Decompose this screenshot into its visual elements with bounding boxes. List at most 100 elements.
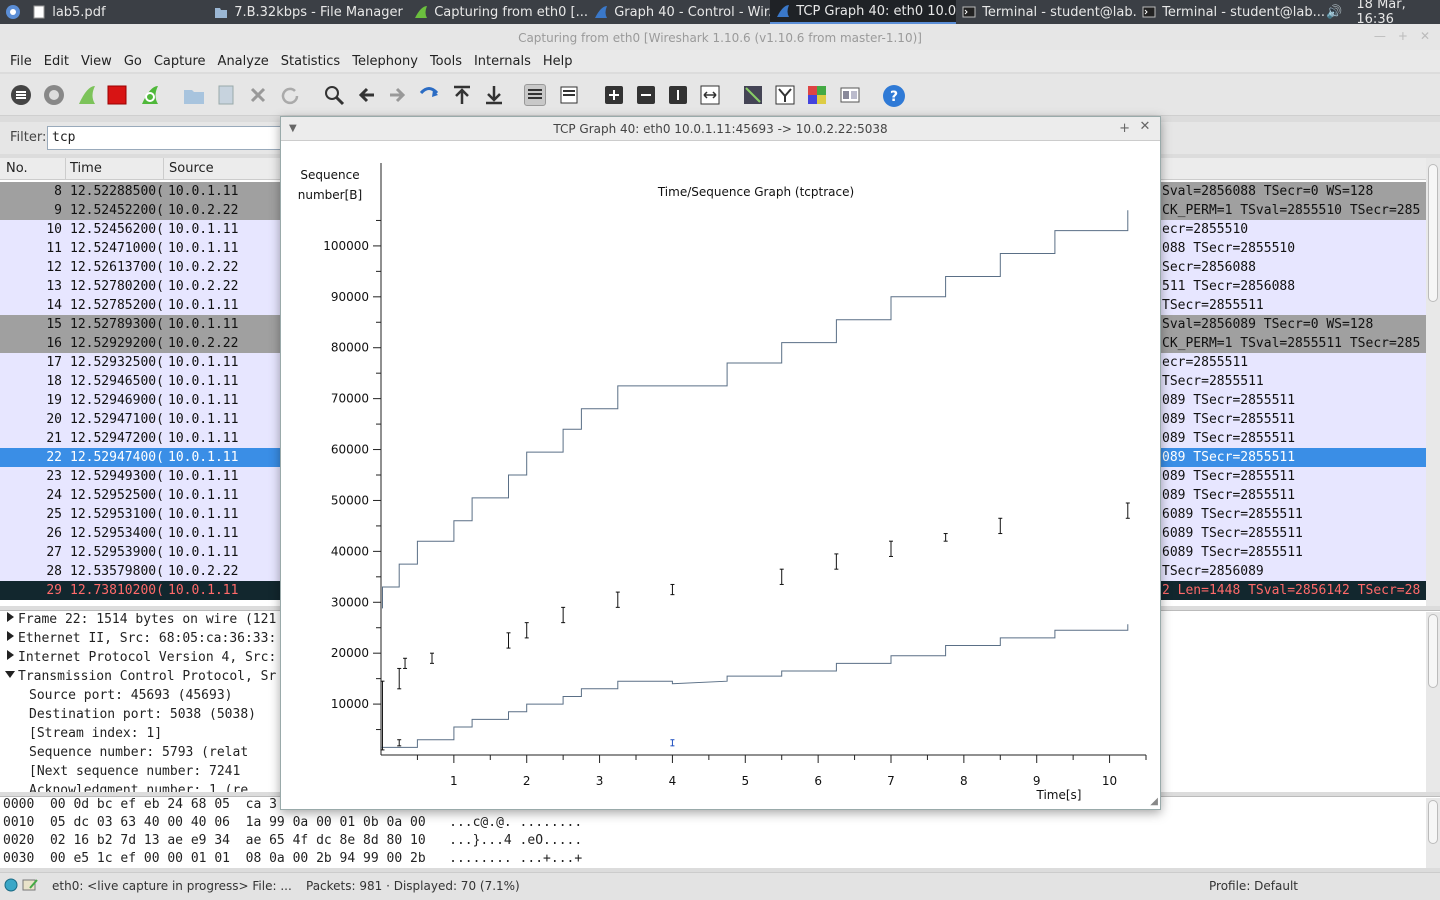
hex-row[interactable]: 0020 02 16 b2 7d 13 ae e9 34 ae 65 4f dc… bbox=[3, 833, 583, 848]
menu-edit[interactable]: Edit bbox=[43, 53, 69, 69]
taskbar-item[interactable]: 7.B.32kbps - File Manager bbox=[208, 0, 408, 24]
taskbar-item[interactable]: Terminal - student@lab... bbox=[956, 0, 1136, 24]
packet-time: 12.52953100( bbox=[70, 507, 162, 522]
detail-row[interactable]: Frame 22: 1514 bytes on wire (121 bbox=[4, 611, 276, 629]
tcp-sequence-graph[interactable]: 1 2 3 4 5 6 7 8 9 10 10000 20000 30000 40000 50000 6000… bbox=[281, 141, 1160, 809]
menu-telephony[interactable]: Telephony bbox=[352, 53, 418, 69]
bytes-scrollbar[interactable] bbox=[1426, 798, 1440, 868]
packet-source: 10.0.1.11 bbox=[168, 507, 239, 522]
menu-statistics[interactable]: Statistics bbox=[280, 53, 341, 69]
taskbar-item[interactable]: Graph 40 - Control - Wir... bbox=[588, 0, 770, 24]
capture-comment-icon[interactable] bbox=[22, 878, 38, 895]
collapsed-arrow-icon[interactable] bbox=[4, 650, 16, 665]
packet-list-scrollbar[interactable] bbox=[1426, 158, 1440, 606]
status-profile[interactable]: Profile: Default bbox=[1209, 879, 1299, 893]
packet-source: 10.0.1.11 bbox=[168, 184, 239, 199]
expanded-arrow-icon[interactable] bbox=[4, 669, 16, 684]
details-scrollbar[interactable] bbox=[1426, 612, 1440, 792]
window-menu-icon[interactable]: ▼ bbox=[289, 123, 297, 134]
app-menu-icon[interactable] bbox=[0, 0, 26, 24]
zoom-out-icon[interactable] bbox=[635, 84, 657, 106]
detail-row[interactable]: Ethernet II, Src: 68:05:ca:36:33: bbox=[4, 629, 276, 648]
packet-time: 12.52456200( bbox=[70, 222, 162, 237]
expert-info-icon[interactable] bbox=[4, 878, 18, 895]
packet-no: 25 bbox=[46, 507, 62, 522]
collapsed-arrow-icon[interactable] bbox=[4, 631, 16, 646]
reload-icon[interactable] bbox=[279, 84, 301, 106]
taskbar-item[interactable]: TCP Graph 40: eth0 10.0... bbox=[770, 0, 957, 24]
menu-file[interactable]: File bbox=[10, 53, 32, 69]
column-header-source[interactable]: Source bbox=[169, 161, 214, 176]
stop-capture-icon[interactable] bbox=[106, 84, 128, 106]
interfaces-icon[interactable] bbox=[10, 84, 32, 106]
capture-filters-icon[interactable] bbox=[742, 84, 764, 106]
detail-row[interactable]: Acknowledgment number: 1 (re bbox=[29, 781, 248, 792]
column-header-time[interactable]: Time bbox=[70, 161, 102, 176]
menu-capture[interactable]: Capture bbox=[153, 53, 206, 69]
clock[interactable]: 18 Mar, 16:36 bbox=[1356, 0, 1406, 27]
detail-row[interactable]: Source port: 45693 (45693) bbox=[29, 686, 233, 705]
detail-row[interactable]: [Next sequence number: 7241 bbox=[29, 762, 240, 781]
taskbar-item[interactable]: Capturing from eth0 [... bbox=[408, 0, 588, 24]
go-back-icon[interactable] bbox=[356, 84, 378, 106]
folder-icon bbox=[214, 5, 228, 19]
hex-row[interactable]: 0010 05 dc 03 63 40 00 40 06 1a 99 0a 00… bbox=[3, 815, 583, 830]
restart-capture-icon[interactable] bbox=[139, 84, 161, 106]
detail-row[interactable]: Destination port: 5038 (5038) bbox=[29, 705, 256, 724]
close-icon[interactable]: ✕ bbox=[1139, 119, 1151, 134]
y-tick-label: 90000 bbox=[331, 290, 369, 304]
packet-time: 12.73810200( bbox=[70, 583, 162, 598]
menu-go[interactable]: Go bbox=[123, 53, 142, 69]
y-tick-label: 50000 bbox=[331, 493, 369, 507]
first-packet-icon[interactable] bbox=[451, 84, 473, 106]
menu-tools[interactable]: Tools bbox=[429, 53, 462, 69]
packet-no: 22 bbox=[46, 450, 62, 465]
find-packet-icon[interactable] bbox=[323, 84, 345, 106]
window-controls: — + ✕ bbox=[1374, 29, 1430, 43]
detail-row[interactable]: Sequence number: 5793 (relat bbox=[29, 743, 248, 762]
last-packet-icon[interactable] bbox=[483, 84, 505, 106]
close-file-icon[interactable] bbox=[247, 84, 269, 106]
taskbar-item[interactable]: Terminal - student@lab... bbox=[1136, 0, 1326, 24]
detail-row[interactable]: Transmission Control Protocol, Sr bbox=[4, 667, 276, 686]
volume-icon[interactable]: 🔊 bbox=[1326, 4, 1343, 20]
capture-options-icon[interactable] bbox=[43, 84, 65, 106]
hex-row[interactable]: 0030 00 e5 1c ef 00 00 01 01 08 0a 00 2b… bbox=[3, 851, 583, 866]
filter-input[interactable]: tcp bbox=[47, 126, 287, 150]
minimize-icon[interactable]: — bbox=[1373, 29, 1386, 43]
packet-info: ecr=2855511 bbox=[1162, 355, 1249, 370]
colorize-icon[interactable] bbox=[524, 84, 546, 106]
close-icon[interactable]: ✕ bbox=[1419, 29, 1430, 43]
display-filters-icon[interactable] bbox=[774, 84, 796, 106]
packet-time: 12.52947400( bbox=[70, 450, 162, 465]
auto-scroll-icon[interactable] bbox=[558, 84, 580, 106]
taskbar-item[interactable]: lab5.pdf bbox=[26, 0, 208, 24]
go-forward-icon[interactable] bbox=[386, 84, 408, 106]
resize-grip-icon[interactable]: ◢ bbox=[1150, 796, 1158, 807]
menu-view[interactable]: View bbox=[80, 53, 112, 69]
maximize-icon[interactable]: + bbox=[1397, 29, 1408, 43]
go-to-packet-icon[interactable] bbox=[418, 84, 440, 106]
detail-text: [Stream index: 1] bbox=[29, 726, 163, 741]
help-icon[interactable]: ? bbox=[882, 84, 905, 107]
coloring-rules-icon[interactable] bbox=[806, 84, 828, 106]
menu-help[interactable]: Help bbox=[542, 53, 573, 69]
preferences-icon[interactable] bbox=[839, 84, 861, 106]
hex-row[interactable]: 0000 00 0d bc ef eb 24 68 05 ca 3 bbox=[3, 797, 277, 812]
collapsed-arrow-icon[interactable] bbox=[4, 612, 16, 627]
save-file-icon[interactable] bbox=[215, 84, 237, 106]
maximize-icon[interactable]: + bbox=[1119, 121, 1130, 136]
detail-row[interactable]: [Stream index: 1] bbox=[29, 724, 162, 743]
menu-internals[interactable]: Internals bbox=[473, 53, 531, 69]
zoom-in-icon[interactable] bbox=[603, 84, 625, 106]
column-header-no[interactable]: No. bbox=[6, 161, 28, 176]
packet-source: 10.0.1.11 bbox=[168, 222, 239, 237]
packet-info: 6089 TSecr=2855511 bbox=[1162, 545, 1303, 560]
menu-analyze[interactable]: Analyze bbox=[217, 53, 269, 69]
normal-size-icon[interactable] bbox=[667, 84, 689, 106]
resize-columns-icon[interactable] bbox=[699, 84, 721, 106]
detail-row[interactable]: Internet Protocol Version 4, Src: bbox=[4, 648, 276, 667]
packet-info: 089 TSecr=2855511 bbox=[1162, 431, 1296, 446]
start-capture-icon[interactable] bbox=[76, 84, 98, 106]
open-file-icon[interactable] bbox=[183, 84, 205, 106]
